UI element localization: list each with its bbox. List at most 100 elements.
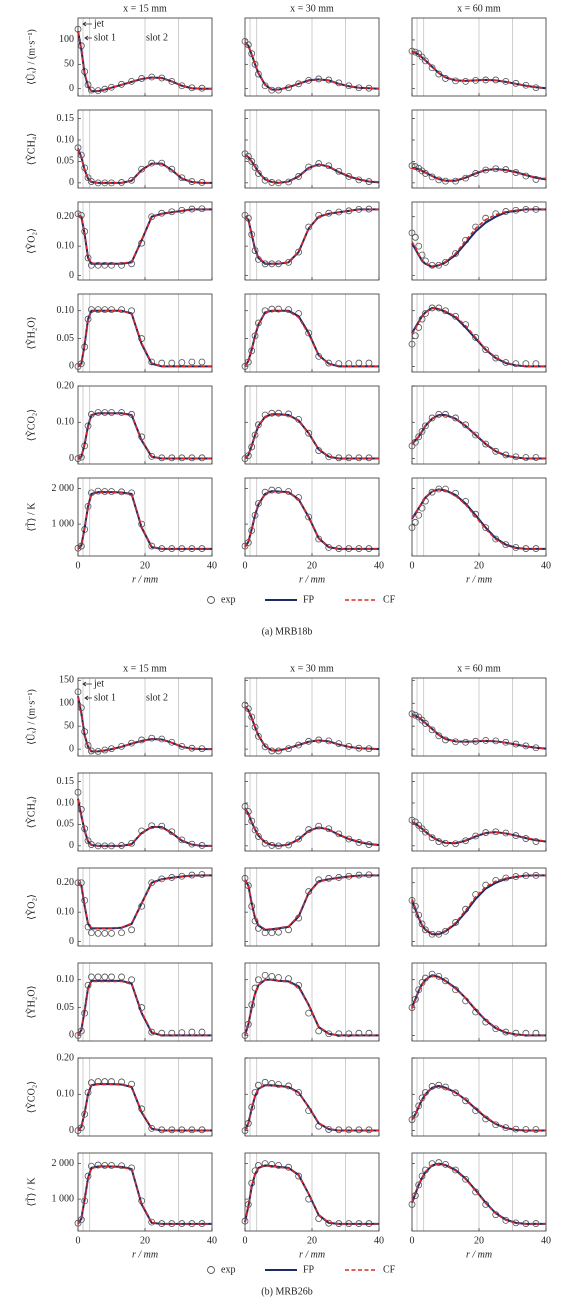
x-axis-label: r / mm [466,1249,492,1260]
exp-point [254,833,262,840]
x-tick-label: 40 [541,1235,551,1246]
exp-point [275,1081,282,1088]
exp-point [482,214,490,222]
panel [241,385,380,465]
y-axis-label: ⟨ỸO₂⟩ [25,894,37,920]
exp-point [251,826,259,834]
exp-point [74,455,82,462]
exp-point [188,1028,196,1036]
panel [241,17,380,97]
exp-point [305,329,313,337]
model-line [244,413,379,460]
model-line [411,51,547,90]
exp-point [101,929,109,937]
model-line [244,1084,379,1132]
exp-point [254,976,262,984]
exp-point [74,1032,82,1039]
exp-point [101,261,109,269]
exp-point [428,970,436,978]
exp-point [94,929,102,937]
exp-point [532,1126,540,1133]
model-line [411,488,546,550]
y-axis-label: ⟨ỸH₂O⟩ [25,316,37,349]
exp-point [148,358,156,366]
y-tick-label: 0.10 [57,305,75,316]
y-tick-label: 0.10 [57,134,75,145]
exp-point [305,429,313,437]
exp-point [462,1097,470,1105]
y-tick-label: 0.10 [57,417,75,428]
exp-point [295,1172,303,1180]
exp-point [452,919,459,926]
exp-point [415,242,423,250]
exp-point [428,488,436,496]
exp-point [462,1175,470,1183]
model-line [244,154,380,184]
panel: 0 0.10 0.20 [57,867,213,947]
model-line [77,980,212,1037]
model-line [77,148,212,184]
x-tick-label: 0 [76,1235,81,1246]
exp-point [325,359,333,367]
exp-point [94,487,102,495]
y-tick-label: 0.05 [57,819,75,830]
exp-point [268,1160,276,1168]
panel [408,109,547,189]
model-line [244,808,380,847]
y-tick-label: 0.10 [57,974,75,985]
panel: 0 0.10 0.20 [57,201,213,281]
exp-point [268,305,276,313]
model-line [244,490,379,550]
legend-label: FP [303,1264,315,1275]
exp-point [108,1162,115,1169]
model-line [411,1085,546,1132]
exp-point [295,1089,303,1096]
column-title: x = 30 mm [290,3,334,14]
exp-point [275,305,282,313]
exp-point [411,233,419,241]
panel [408,17,547,97]
panel [408,962,547,1042]
exp-point [94,261,102,269]
y-axis-label: ⟨ỸCH₄⟩ [25,796,37,829]
model-line [77,799,212,847]
exp-point [285,306,292,314]
model-line [77,696,212,753]
x-tick-label: 0 [410,560,415,571]
y-tick-label: 0.20 [57,1052,75,1063]
exp-point [421,310,429,317]
x-axis-label: r / mm [299,1249,325,1260]
column-title: x = 30 mm [290,663,334,674]
model-line [411,307,546,368]
exp-point [198,1028,206,1036]
exp-point [532,454,540,461]
model-line [77,491,212,550]
panel: 0 20 40 [241,1152,384,1246]
y-axis-label: ⟨Ũₓ⟩ / (m·s⁻¹) [25,29,37,85]
exp-point [241,363,249,370]
exp-point [492,354,500,362]
y-tick-label: 0.10 [57,906,75,917]
panel [241,109,380,189]
exp-point [268,972,276,980]
exp-point [408,229,416,237]
exp-point [94,973,102,981]
caption: (a) MRB18b [262,626,313,637]
exp-point [74,688,82,696]
exp-point [408,896,416,904]
panel: 0 0.10 0.20 [57,1052,213,1137]
x-tick-label: 40 [374,560,384,571]
panel: 0 0.10 0.20 [57,380,213,465]
y-axis-label: ⟨T̃⟩ / K [24,1177,37,1207]
panel [241,772,380,852]
column-title: x = 15 mm [123,663,167,674]
exp-point [118,929,125,937]
exp-point [275,409,282,417]
model-line [77,208,212,265]
exp-point [415,433,423,441]
exp-point [261,1160,269,1168]
y-tick-label: 0.15 [57,113,75,124]
model-line [77,31,212,92]
exp-point [178,174,186,182]
exp-point [408,47,416,55]
